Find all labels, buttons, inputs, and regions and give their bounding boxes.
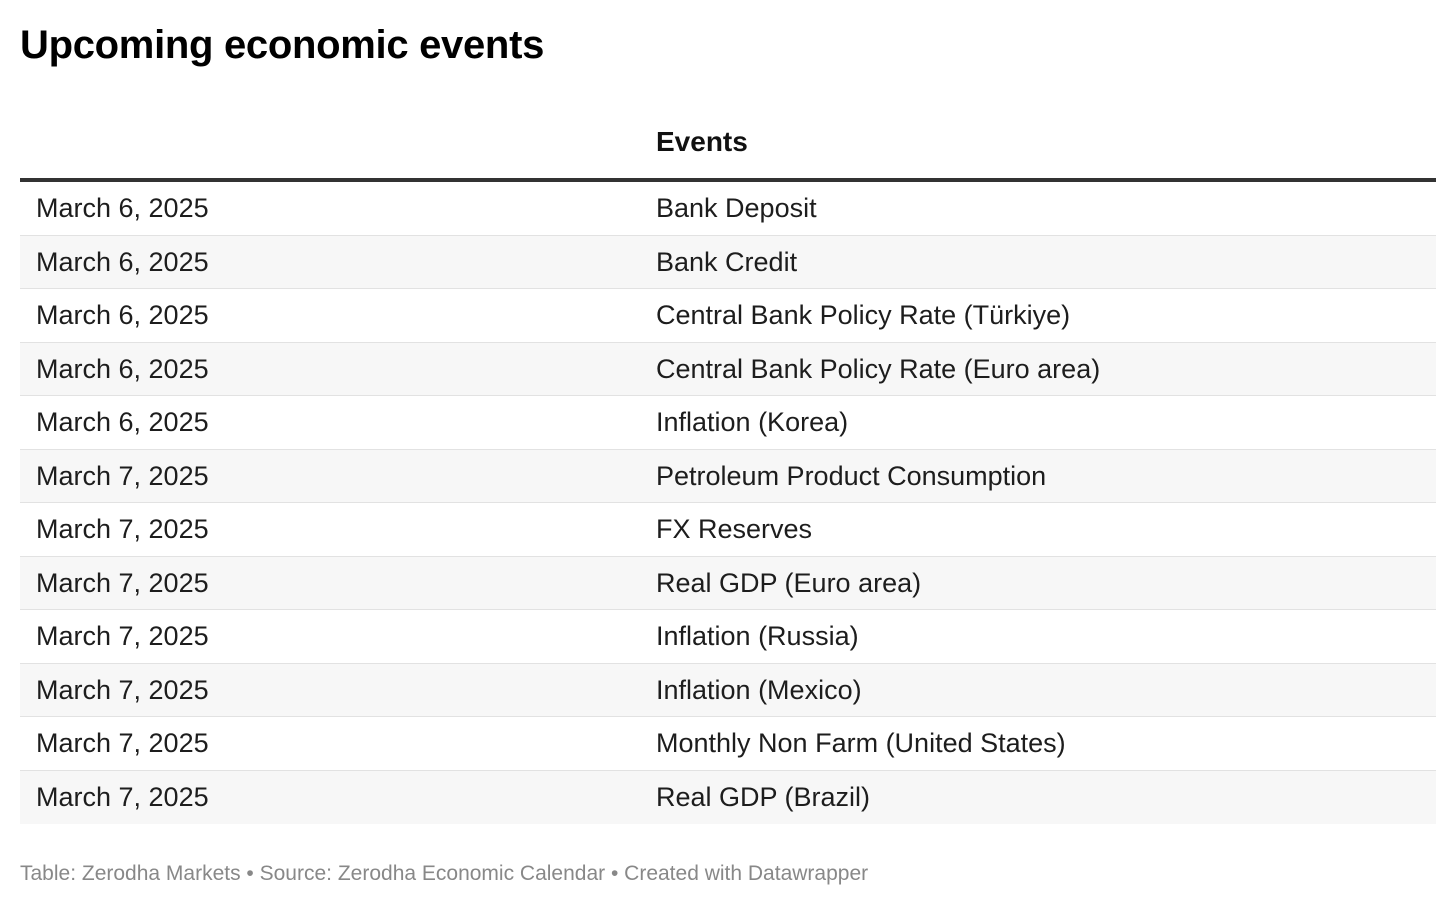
table-row: March 6, 2025 Central Bank Policy Rate (… xyxy=(20,342,1436,396)
source-footer: Table: Zerodha Markets • Source: Zerodha… xyxy=(20,862,869,885)
table-row: March 6, 2025 Inflation (Korea) xyxy=(20,396,1436,450)
event-cell: Central Bank Policy Rate (Euro area) xyxy=(656,353,1101,384)
table-row: March 7, 2025 Inflation (Russia) xyxy=(20,610,1436,664)
events-table: Events March 6, 2025 Bank Deposit March … xyxy=(20,110,1436,824)
event-cell: Real GDP (Euro area) xyxy=(656,567,922,598)
table-row: March 7, 2025 Petroleum Product Consumpt… xyxy=(20,449,1436,503)
date-cell: March 7, 2025 xyxy=(36,621,209,651)
event-cell: Real GDP (Brazil) xyxy=(656,781,871,812)
date-cell: March 6, 2025 xyxy=(36,246,209,277)
table-header: Events xyxy=(20,110,1436,182)
event-cell: FX Reserves xyxy=(656,514,813,544)
column-header-events: Events xyxy=(656,126,748,157)
event-cell: Inflation (Russia) xyxy=(656,621,859,651)
table-row: March 7, 2025 Real GDP (Euro area) xyxy=(20,556,1436,610)
table-row: March 6, 2025 Central Bank Policy Rate (… xyxy=(20,289,1436,343)
event-cell: Bank Deposit xyxy=(656,193,817,223)
page-title: Upcoming economic events xyxy=(20,23,545,67)
event-cell: Monthly Non Farm (United States) xyxy=(656,728,1066,758)
table-body: March 6, 2025 Bank Deposit March 6, 2025… xyxy=(20,182,1436,824)
table-row: March 7, 2025 Real GDP (Brazil) xyxy=(20,770,1436,824)
date-cell: March 6, 2025 xyxy=(36,193,209,223)
table-row: March 7, 2025 FX Reserves xyxy=(20,503,1436,557)
event-cell: Inflation (Korea) xyxy=(656,407,849,437)
date-cell: March 7, 2025 xyxy=(36,567,209,598)
date-cell: March 7, 2025 xyxy=(36,674,209,705)
table-row: March 7, 2025 Inflation (Mexico) xyxy=(20,663,1436,717)
table-row: March 7, 2025 Monthly Non Farm (United S… xyxy=(20,717,1436,771)
date-cell: March 7, 2025 xyxy=(36,728,209,758)
date-cell: March 6, 2025 xyxy=(36,353,209,384)
event-cell: Bank Credit xyxy=(656,246,798,277)
event-cell: Central Bank Policy Rate (Türkiye) xyxy=(656,300,1071,330)
event-cell: Petroleum Product Consumption xyxy=(656,460,1047,491)
date-cell: March 6, 2025 xyxy=(36,407,209,437)
date-cell: March 6, 2025 xyxy=(36,300,209,330)
date-cell: March 7, 2025 xyxy=(36,460,209,491)
event-cell: Inflation (Mexico) xyxy=(656,674,862,705)
table-row: March 6, 2025 Bank Credit xyxy=(20,235,1436,289)
table-row: March 6, 2025 Bank Deposit xyxy=(20,182,1436,236)
date-cell: March 7, 2025 xyxy=(36,514,209,544)
date-cell: March 7, 2025 xyxy=(36,781,209,812)
